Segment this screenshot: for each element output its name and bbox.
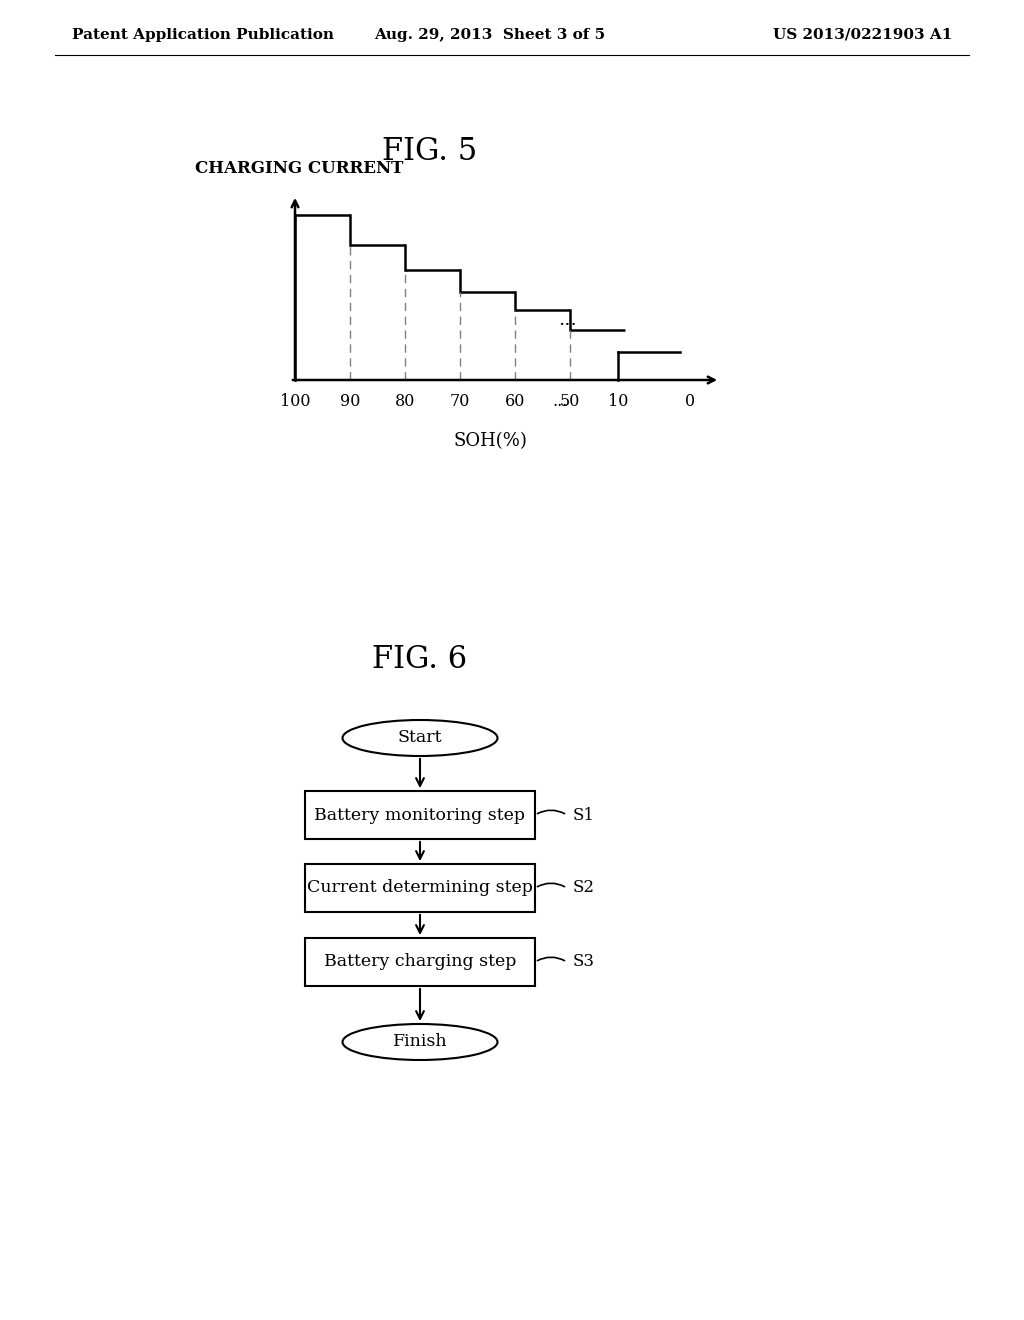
Text: FIG. 6: FIG. 6 [373,644,468,676]
Bar [305,939,535,986]
Text: 60: 60 [505,393,525,411]
Text: US 2013/0221903 A1: US 2013/0221903 A1 [773,28,952,42]
Text: CHARGING CURRENT: CHARGING CURRENT [195,160,403,177]
Text: S1: S1 [573,807,595,824]
Bar [305,791,535,840]
Text: SOH(%): SOH(%) [453,432,527,450]
Text: 50: 50 [560,393,581,411]
Text: S2: S2 [573,879,595,896]
Text: Patent Application Publication: Patent Application Publication [72,28,334,42]
Text: 100: 100 [280,393,310,411]
Text: 80: 80 [395,393,415,411]
Text: 90: 90 [340,393,360,411]
Text: ...: ... [558,312,577,329]
Text: 10: 10 [608,393,628,411]
Text: 70: 70 [450,393,470,411]
Text: Finish: Finish [392,1034,447,1051]
Text: Aug. 29, 2013  Sheet 3 of 5: Aug. 29, 2013 Sheet 3 of 5 [375,28,605,42]
Ellipse shape [342,719,498,756]
Text: 0: 0 [685,393,695,411]
Text: S3: S3 [573,953,595,970]
Text: Current determining step: Current determining step [307,879,532,896]
Text: ...: ... [552,393,567,411]
Text: Battery charging step: Battery charging step [324,953,516,970]
Ellipse shape [342,1024,498,1060]
Text: Battery monitoring step: Battery monitoring step [314,807,525,824]
Text: FIG. 5: FIG. 5 [382,136,477,168]
Text: Start: Start [397,730,442,747]
Bar [305,865,535,912]
